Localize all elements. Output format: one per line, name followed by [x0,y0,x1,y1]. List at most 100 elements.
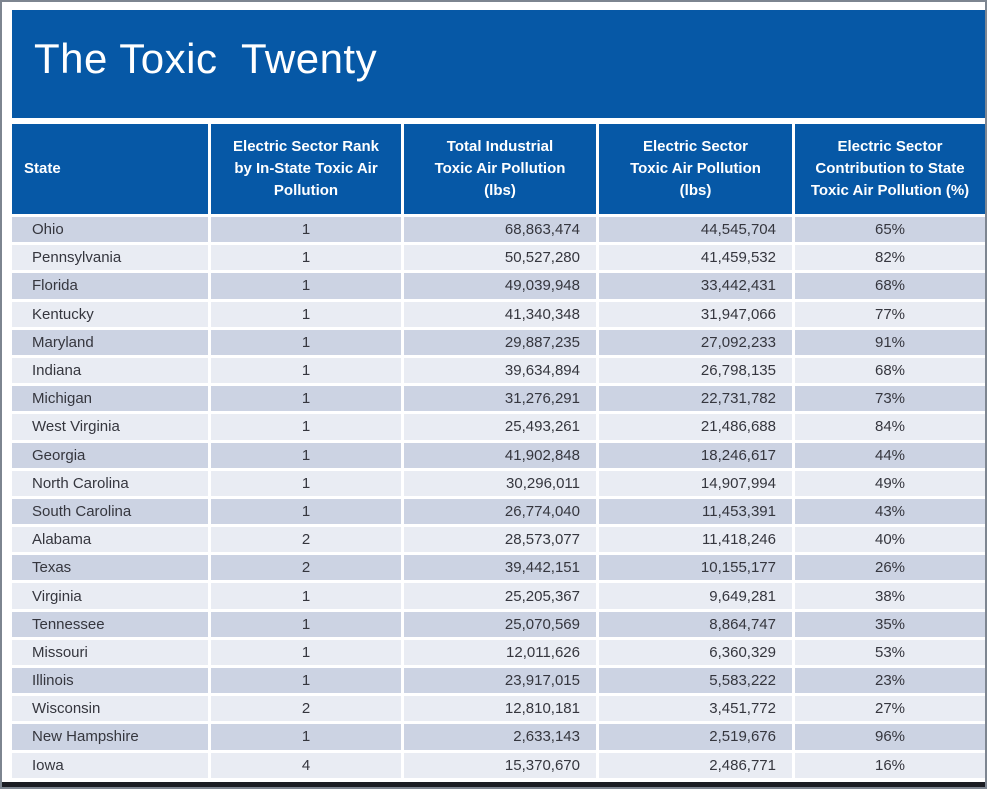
cell-contribution-pct: 38% [795,583,985,609]
cell-rank: 1 [211,611,401,637]
cell-total-lbs: 25,205,367 [404,583,596,609]
cell-contribution-pct: 35% [795,611,985,637]
cell-state: Ohio [12,217,208,243]
cell-contribution-pct: 27% [795,696,985,722]
cell-state: Florida [12,273,208,299]
column-header-contribution: Electric Sector Contribution to State To… [795,124,985,214]
cell-state: North Carolina [12,470,208,496]
cell-total-lbs: 26,774,040 [404,498,596,525]
column-header-state: State [12,124,208,214]
cell-total-lbs: 41,902,848 [404,442,596,468]
cell-rank: 1 [211,724,401,750]
cell-state: Georgia [12,442,208,468]
cell-total-lbs: 49,039,948 [404,273,596,299]
cell-electric-lbs: 22,731,782 [599,386,792,412]
cell-rank: 1 [211,442,401,468]
page-title: The Toxic Twenty [34,35,378,82]
cell-state: New Hampshire [12,724,208,750]
cell-electric-lbs: 44,545,704 [599,217,792,243]
cell-total-lbs: 39,634,894 [404,357,596,384]
cell-contribution-pct: 91% [795,329,985,355]
cell-contribution-pct: 73% [795,386,985,412]
bottom-rule [2,782,985,787]
cell-electric-lbs: 33,442,431 [599,273,792,299]
cell-rank: 1 [211,329,401,355]
cell-electric-lbs: 2,519,676 [599,724,792,750]
cell-rank: 1 [211,357,401,384]
cell-state: Maryland [12,329,208,355]
cell-electric-lbs: 3,451,772 [599,696,792,722]
cell-contribution-pct: 82% [795,245,985,271]
cell-rank: 1 [211,245,401,271]
cell-rank: 1 [211,217,401,243]
cell-rank: 1 [211,498,401,525]
cell-total-lbs: 12,011,626 [404,639,596,665]
cell-total-lbs: 41,340,348 [404,301,596,327]
cell-total-lbs: 68,863,474 [404,217,596,243]
cell-rank: 1 [211,639,401,665]
cell-electric-lbs: 8,864,747 [599,611,792,637]
cell-total-lbs: 12,810,181 [404,696,596,722]
cell-state: Tennessee [12,611,208,637]
cell-electric-lbs: 5,583,222 [599,668,792,694]
cell-state: Pennsylvania [12,245,208,271]
cell-state: Kentucky [12,301,208,327]
cell-electric-lbs: 21,486,688 [599,414,792,440]
cell-state: Missouri [12,639,208,665]
cell-state: Alabama [12,527,208,553]
cell-contribution-pct: 65% [795,217,985,243]
cell-rank: 1 [211,301,401,327]
cell-total-lbs: 50,527,280 [404,245,596,271]
cell-rank: 2 [211,555,401,581]
cell-rank: 1 [211,414,401,440]
cell-total-lbs: 2,633,143 [404,724,596,750]
cell-total-lbs: 23,917,015 [404,668,596,694]
cell-state: West Virginia [12,414,208,440]
cell-contribution-pct: 43% [795,498,985,525]
cell-rank: 2 [211,527,401,553]
title-banner: The Toxic Twenty [12,10,985,118]
cell-state: Texas [12,555,208,581]
cell-electric-lbs: 6,360,329 [599,639,792,665]
column-header-electric-lbs: Electric Sector Toxic Air Pollution (lbs… [599,124,792,214]
cell-rank: 1 [211,273,401,299]
cell-rank: 1 [211,668,401,694]
cell-contribution-pct: 16% [795,752,985,778]
cell-electric-lbs: 11,453,391 [599,498,792,525]
cell-total-lbs: 29,887,235 [404,329,596,355]
cell-electric-lbs: 31,947,066 [599,301,792,327]
cell-total-lbs: 30,296,011 [404,470,596,496]
cell-rank: 1 [211,583,401,609]
column-header-rank: Electric Sector Rank by In-State Toxic A… [211,124,401,214]
cell-rank: 4 [211,752,401,778]
column-header-total-lbs: Total Industrial Toxic Air Pollution (lb… [404,124,596,214]
cell-state: Michigan [12,386,208,412]
cell-rank: 1 [211,470,401,496]
cell-contribution-pct: 40% [795,527,985,553]
cell-total-lbs: 25,070,569 [404,611,596,637]
cell-contribution-pct: 96% [795,724,985,750]
cell-electric-lbs: 9,649,281 [599,583,792,609]
cell-contribution-pct: 53% [795,639,985,665]
cell-state: Indiana [12,357,208,384]
cell-contribution-pct: 68% [795,357,985,384]
cell-electric-lbs: 41,459,532 [599,245,792,271]
cell-state: Iowa [12,752,208,778]
cell-electric-lbs: 11,418,246 [599,527,792,553]
cell-contribution-pct: 23% [795,668,985,694]
cell-electric-lbs: 27,092,233 [599,329,792,355]
cell-contribution-pct: 84% [795,414,985,440]
cell-contribution-pct: 68% [795,273,985,299]
cell-rank: 1 [211,386,401,412]
cell-state: Wisconsin [12,696,208,722]
cell-electric-lbs: 26,798,135 [599,357,792,384]
cell-contribution-pct: 77% [795,301,985,327]
cell-contribution-pct: 44% [795,442,985,468]
cell-electric-lbs: 14,907,994 [599,470,792,496]
toxic-twenty-table: State Electric Sector Rank by In-State T… [12,124,985,778]
cell-state: Virginia [12,583,208,609]
cell-total-lbs: 15,370,670 [404,752,596,778]
cell-state: South Carolina [12,498,208,525]
cell-total-lbs: 39,442,151 [404,555,596,581]
